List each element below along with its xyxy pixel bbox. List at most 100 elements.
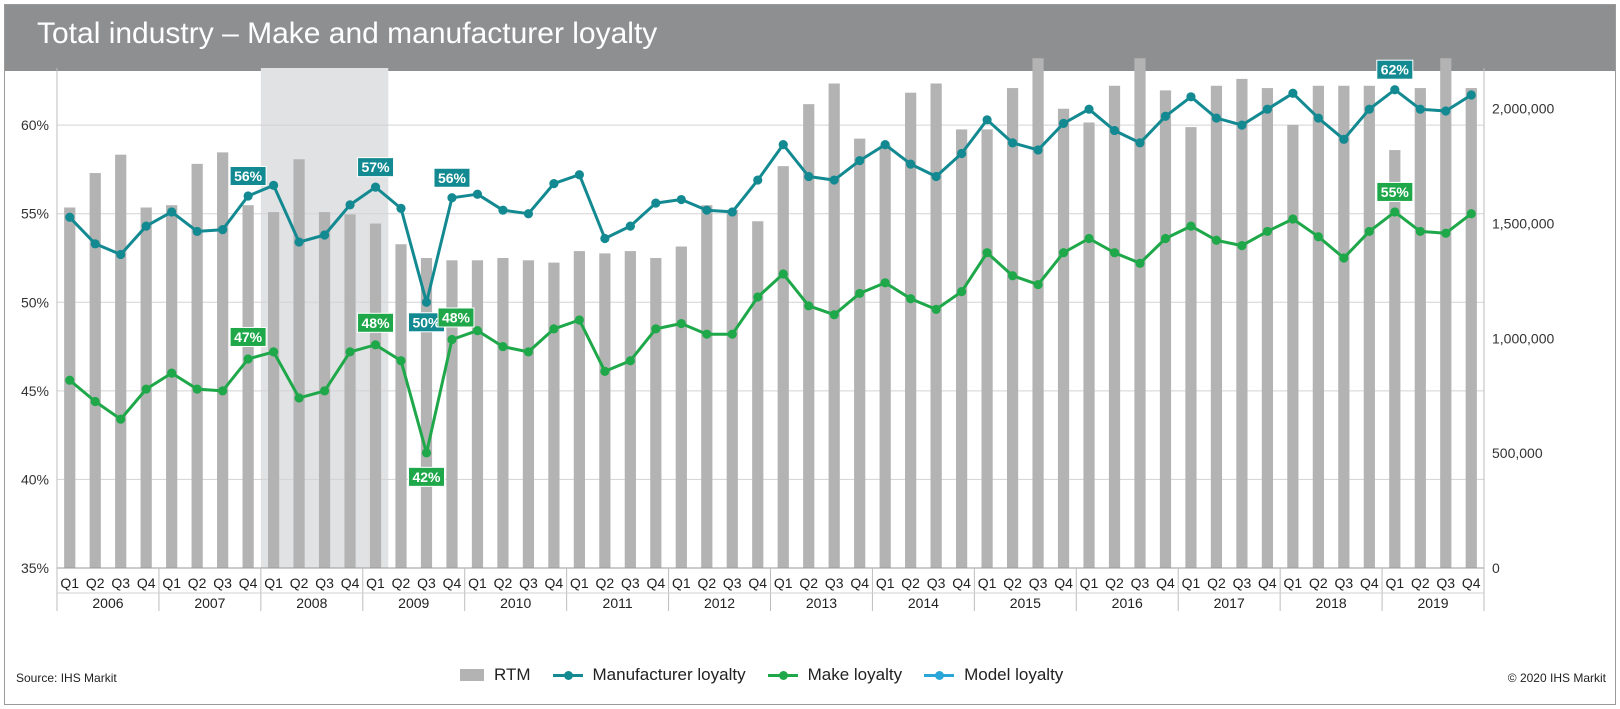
rtm-bar xyxy=(1287,124,1299,568)
x-tick-year: 2010 xyxy=(500,595,531,611)
x-tick-year: 2006 xyxy=(92,595,123,611)
make-loyalty-point xyxy=(855,288,865,299)
rtm-bar xyxy=(471,260,484,568)
make-loyalty-data-label: 48% xyxy=(362,315,391,331)
manufacturer-loyalty-point xyxy=(65,212,75,222)
make-loyalty-point xyxy=(778,269,788,279)
rtm-bar xyxy=(166,205,178,568)
y-tick-left: 40% xyxy=(21,471,49,487)
make-loyalty-label-box xyxy=(407,466,445,487)
x-tick-quarter: Q1 xyxy=(1182,575,1201,591)
y-tick-right: 1,000,000 xyxy=(1492,330,1554,346)
legend-swatch-model xyxy=(924,670,955,680)
rtm-bar xyxy=(726,209,738,568)
legend-swatch-rtm xyxy=(460,669,484,681)
legend-item-make: Make loyalty xyxy=(767,665,903,685)
manufacturer-loyalty-label-box xyxy=(1376,59,1414,80)
rtm-bar xyxy=(1159,90,1172,569)
x-tick-quarter: Q1 xyxy=(468,575,487,591)
make-loyalty-point xyxy=(574,315,584,325)
rtm-bar xyxy=(1185,127,1197,568)
make-loyalty-point xyxy=(600,366,610,376)
legend-label-make: Make loyalty xyxy=(807,665,903,684)
x-tick-quarter: Q4 xyxy=(137,575,156,591)
rtm-bar xyxy=(242,205,254,568)
x-tick-quarter: Q2 xyxy=(188,575,207,591)
manufacturer-loyalty-point xyxy=(957,148,967,159)
rtm-bar xyxy=(1440,58,1452,568)
manufacturer-loyalty-point xyxy=(1109,125,1120,136)
x-tick-quarter: Q4 xyxy=(952,575,971,591)
manufacturer-loyalty-point xyxy=(1211,113,1222,123)
make-loyalty-point xyxy=(549,324,559,334)
x-tick-year: 2014 xyxy=(908,595,939,611)
x-tick-quarter: Q1 xyxy=(1080,575,1099,591)
rtm-bar xyxy=(777,166,789,569)
source-note: Source: IHS Markit xyxy=(16,671,117,685)
rtm-bar xyxy=(1210,85,1223,569)
manufacturer-loyalty-point xyxy=(676,194,686,205)
x-tick-quarter: Q3 xyxy=(213,575,232,591)
make-loyalty-point xyxy=(931,304,941,314)
x-tick-year: 2008 xyxy=(296,595,327,611)
manufacturer-loyalty-point xyxy=(498,205,508,215)
make-loyalty-point xyxy=(498,341,508,352)
rtm-bar xyxy=(1236,78,1248,568)
make-loyalty-point xyxy=(1466,209,1476,219)
make-loyalty-point xyxy=(294,393,304,403)
make-loyalty-point xyxy=(1033,279,1043,290)
manufacturer-loyalty-data-label: 56% xyxy=(438,170,467,186)
make-loyalty-label-box xyxy=(229,326,267,347)
x-tick-quarter: Q3 xyxy=(1029,575,1048,591)
make-loyalty-data-label: 55% xyxy=(1381,184,1410,200)
chart-title: Total industry – Make and manufacturer l… xyxy=(37,17,658,50)
x-tick-year: 2011 xyxy=(603,595,633,611)
rtm-bar xyxy=(1134,58,1146,568)
legend-label-manufacturer: Manufacturer loyalty xyxy=(592,665,746,684)
legend-swatch-manufacturer xyxy=(552,670,583,680)
make-loyalty-point xyxy=(421,448,432,458)
x-tick-quarter: Q2 xyxy=(596,575,615,591)
rtm-bar xyxy=(293,159,305,568)
x-tick-year: 2007 xyxy=(194,595,225,611)
manufacturer-loyalty-point xyxy=(1135,138,1145,148)
y-tick-right: 500,000 xyxy=(1492,445,1543,461)
make-loyalty-point xyxy=(192,384,202,394)
make-loyalty-point xyxy=(319,386,330,396)
x-tick-quarter: Q1 xyxy=(672,575,691,591)
x-tick-quarter: Q4 xyxy=(1462,575,1481,591)
manufacturer-loyalty-point xyxy=(880,140,890,150)
make-loyalty-point xyxy=(523,347,534,357)
manufacturer-loyalty-point xyxy=(141,221,151,231)
manufacturer-loyalty-point xyxy=(982,115,992,125)
rtm-bar xyxy=(803,104,815,569)
make-loyalty-point xyxy=(1109,248,1120,258)
manufacturer-loyalty-point xyxy=(192,226,202,237)
make-loyalty-point xyxy=(1415,226,1425,237)
manufacturer-loyalty-point xyxy=(268,180,279,190)
x-tick-quarter: Q4 xyxy=(1258,575,1277,591)
make-loyalty-point xyxy=(1288,214,1298,224)
rtm-bar xyxy=(1363,85,1375,569)
rtm-bar xyxy=(1312,85,1324,569)
make-loyalty-point xyxy=(370,340,381,350)
manufacturer-loyalty-point xyxy=(523,209,534,219)
legend-item-model: Model loyalty xyxy=(924,665,1063,685)
x-tick-year: 2013 xyxy=(806,595,837,611)
y-tick-left: 50% xyxy=(21,294,49,310)
legend-item-manufacturer: Manufacturer loyalty xyxy=(552,665,746,685)
manufacturer-loyalty-point xyxy=(829,175,839,185)
manufacturer-loyalty-label-box xyxy=(357,157,395,178)
make-loyalty-point xyxy=(1364,226,1374,237)
manufacturer-loyalty-point xyxy=(421,297,432,307)
x-tick-quarter: Q3 xyxy=(1335,575,1354,591)
manufacturer-loyalty-point xyxy=(625,221,635,231)
x-tick-quarter: Q1 xyxy=(570,575,589,591)
x-tick-quarter: Q2 xyxy=(901,575,920,591)
manufacturer-loyalty-point xyxy=(778,140,788,150)
make-loyalty-point xyxy=(906,294,916,304)
rtm-bar xyxy=(956,129,968,568)
make-loyalty-point xyxy=(880,278,890,288)
manufacturer-loyalty-point xyxy=(1415,104,1425,114)
y-tick-right: 2,000,000 xyxy=(1492,101,1554,117)
